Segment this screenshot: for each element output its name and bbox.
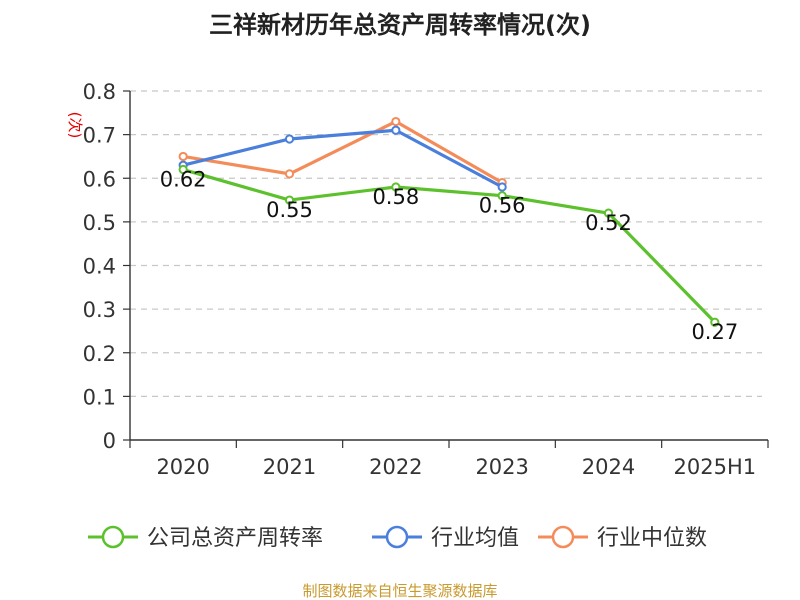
x-tick-label: 2024 (582, 455, 635, 479)
data-label: 0.55 (266, 198, 313, 222)
legend-label: 行业均值 (431, 526, 519, 551)
legend-item[interactable]: 行业均值 (372, 525, 519, 551)
y-tick-label: 0.3 (83, 298, 116, 322)
data-point[interactable] (603, 208, 614, 218)
axes: 0 0.1 0.2 0.3 0.4 0.5 0.6 0.7 0.8 2020 2021 2022 202… (83, 80, 769, 479)
y-tick-label: 0.6 (83, 167, 116, 191)
legend-marker (101, 525, 125, 549)
data-point[interactable] (391, 182, 401, 192)
series-line (182, 119, 503, 184)
data-label: 0.52 (585, 211, 632, 235)
y-tick-label: 0.7 (83, 124, 116, 148)
data-point[interactable] (391, 116, 401, 127)
data-point[interactable] (497, 182, 507, 192)
x-tick-label: 2022 (369, 455, 422, 479)
data-point[interactable] (178, 151, 188, 162)
data-label: 0.58 (372, 185, 419, 209)
legend-label: 公司总资产周转率 (147, 526, 323, 551)
series-lines (178, 116, 720, 327)
series-0 (178, 164, 720, 327)
data-point[interactable] (284, 134, 295, 144)
x-tick-label: 2020 (156, 455, 209, 479)
x-tick-label: 2023 (475, 455, 528, 479)
data-labels: 0.62 0.55 0.58 0.56 0.52 0.27 (160, 168, 738, 345)
legend-item[interactable]: 公司总资产周转率 (88, 525, 323, 551)
chart-title: 三祥新材历年总资产周转率情况(次) (209, 11, 591, 39)
series-2 (178, 116, 507, 188)
y-tick-label: 0 (103, 429, 116, 453)
data-point[interactable] (391, 125, 401, 135)
legend: 公司总资产周转率 行业均值 行业中位数 (88, 525, 707, 551)
y-axis-label: (次) (66, 112, 84, 139)
y-tick-label: 0.8 (83, 80, 116, 104)
source-note: 制图数据来自恒生聚源数据库 (302, 582, 497, 600)
data-label: 0.27 (691, 320, 738, 344)
y-tick-label: 0.2 (83, 342, 116, 366)
data-point[interactable] (178, 164, 188, 175)
data-label: 0.56 (479, 194, 526, 218)
data-point[interactable] (497, 191, 507, 201)
legend-marker (385, 525, 409, 549)
data-point[interactable] (710, 317, 720, 327)
legend-label: 行业中位数 (597, 526, 707, 551)
y-tick-label: 0.5 (83, 211, 116, 235)
series-line (182, 167, 716, 324)
legend-item[interactable]: 行业中位数 (538, 525, 707, 551)
data-point[interactable] (284, 169, 295, 179)
x-tick-label: 2025H1 (674, 455, 757, 479)
y-tick-label: 0.4 (83, 255, 116, 279)
data-point[interactable] (284, 195, 295, 205)
x-tick-label: 2021 (263, 455, 316, 479)
data-label: 0.62 (160, 168, 207, 192)
gridlines (130, 90, 762, 397)
y-tick-label: 0.1 (83, 385, 116, 409)
series-line (182, 128, 503, 189)
legend-marker (551, 525, 575, 549)
